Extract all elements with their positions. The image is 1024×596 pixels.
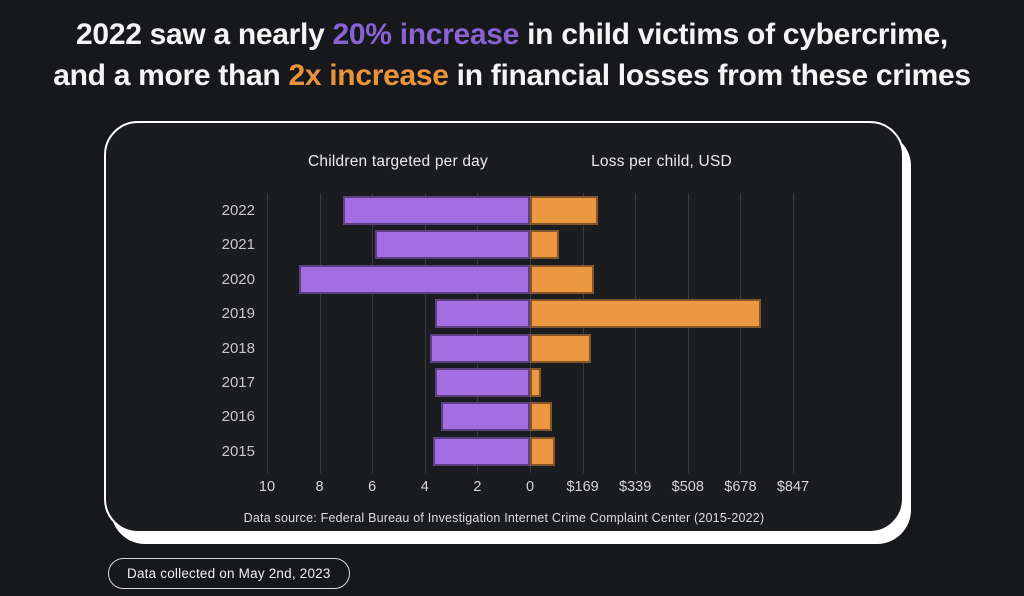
bar-loss-2016 xyxy=(530,402,552,432)
gridline xyxy=(267,193,268,473)
year-label: 2015 xyxy=(221,442,255,460)
year-label: 2019 xyxy=(221,305,255,323)
bar-loss-2015 xyxy=(530,436,555,466)
bar-children-2019 xyxy=(435,299,530,329)
gridline xyxy=(687,193,689,473)
year-label: 2022 xyxy=(221,202,255,219)
year-label: 2017 xyxy=(221,374,255,391)
tick-label-right: $678 xyxy=(724,479,757,495)
bar-loss-2018 xyxy=(530,333,591,363)
bar-children-2017 xyxy=(435,368,530,397)
bar-loss-2022 xyxy=(530,196,599,225)
tick-label-left: 0 xyxy=(525,479,535,495)
gridline xyxy=(582,193,584,473)
gridline xyxy=(477,193,479,473)
gridline xyxy=(793,193,794,473)
tick-label-right: $339 xyxy=(619,479,652,495)
title-line-2: and a more than 2x increase in financial… xyxy=(53,59,971,92)
year-label: 2020 xyxy=(221,270,255,288)
data-collected-label: Data collected on May 2nd, 2023 xyxy=(127,566,331,581)
bar-loss-2017 xyxy=(530,368,541,397)
year-label: 2016 xyxy=(221,408,255,426)
gridline xyxy=(424,193,426,473)
tick-label-right: $169 xyxy=(566,479,599,495)
title-highlight-orange: 2x increase xyxy=(288,59,449,92)
bar-children-2018 xyxy=(430,333,530,363)
title-line-1: 2022 saw a nearly 20% increase in child … xyxy=(76,18,948,51)
gridline xyxy=(372,193,374,473)
bar-children-2020 xyxy=(298,264,530,294)
gridline xyxy=(635,193,637,473)
gridline xyxy=(530,193,531,473)
tick-label-right: $508 xyxy=(671,479,704,495)
page-title: 2022 saw a nearly 20% increase in child … xyxy=(0,14,1024,96)
gridline xyxy=(740,193,742,473)
data-collected-badge: Data collected on May 2nd, 2023 xyxy=(108,558,350,589)
bar-loss-2021 xyxy=(530,230,560,260)
right-axis-header: Loss per child, USD xyxy=(591,153,732,170)
bar-children-2016 xyxy=(440,402,530,432)
tick-label-left: 2 xyxy=(473,479,482,495)
bar-loss-2019 xyxy=(530,299,762,329)
year-label: 2021 xyxy=(221,236,255,254)
tick-label-right: $847 xyxy=(776,479,810,495)
bar-loss-2020 xyxy=(530,264,594,294)
chart-card: Children targeted per day Loss per child… xyxy=(104,121,904,533)
axis-tick-labels: 10 8 6 4 2 0 $169 $339 $508 $678 $847 xyxy=(259,479,809,499)
title-highlight-purple: 20% increase xyxy=(332,18,520,51)
year-labels-column: 2022 2021 2020 2019 2018 2017 2016 2015 xyxy=(201,193,255,473)
bar-children-2022 xyxy=(343,196,530,225)
data-source-note: Data source: Federal Bureau of Investiga… xyxy=(243,511,765,525)
gridline xyxy=(319,193,321,473)
plot-area xyxy=(267,193,794,473)
tick-label-left: 10 xyxy=(258,479,276,495)
left-axis-header: Children targeted per day xyxy=(308,153,488,170)
tick-label-left: 6 xyxy=(368,479,377,495)
year-label: 2018 xyxy=(221,339,255,357)
bar-children-2015 xyxy=(432,436,530,466)
bar-children-2021 xyxy=(374,230,530,260)
tick-label-left: 8 xyxy=(315,479,324,495)
tick-label-left: 4 xyxy=(420,479,429,495)
